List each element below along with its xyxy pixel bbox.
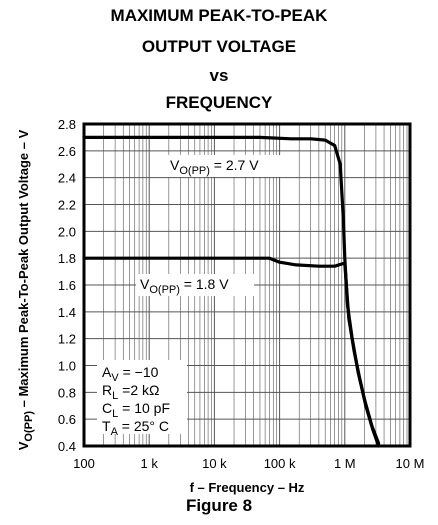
x-tick-label: 1 M [334,456,356,471]
condition-1: AV = −10 [102,364,159,384]
series-layer [82,135,381,448]
series-label-1-bg [166,155,284,177]
condition-2: RL =2 kΩ [102,382,159,402]
y-tick-label: 2.8 [58,117,76,132]
y-tick-label: 2.2 [58,198,76,213]
x-tick-label: 100 k [264,456,296,471]
chart-title-line-4: FREQUENCY [165,93,273,112]
y-tick-label: 2.6 [58,144,76,159]
y-tick-label: 1.0 [58,359,76,374]
series-label-1: VO(PP) = 2.7 V [170,157,259,177]
series-line-2 [82,256,381,448]
y-tick-label: 1.6 [58,278,76,293]
plot-frame [82,122,412,448]
y-tick-label: 0.4 [58,439,76,454]
grid-layer [84,123,410,447]
series-label-2-bg [136,274,254,296]
y-tick-label: 2.0 [58,224,76,239]
chart-title-line-3: vs [209,66,229,85]
conditions-bg [97,360,187,434]
condition-3: CL = 10 pF [102,400,170,420]
y-tick-label: 2.4 [58,171,76,186]
series-label-2: VO(PP) = 1.8 V [140,276,229,296]
condition-4: TA = 25° C [102,418,169,438]
tick-layer: 2.8 2.6 2.4 2.2 2.0 1.8 1.6 1.4 1.2 1.0 0.8 0.6 0.4 1… [58,117,425,471]
y-tick-label: 1.8 [58,251,76,266]
chart-title-line-1: MAXIMUM PEAK-TO-PEAK [110,6,328,25]
y-tick-label: 1.4 [58,305,76,320]
x-tick-label: 10 M [396,456,425,471]
y-axis-label: VO(PP) – Maximum Peak-To-Peak Output Vol… [16,129,35,450]
y-tick-label: 1.2 [58,332,76,347]
y-tick-label: 0.6 [58,412,76,427]
figure-caption: Figure 8 [185,496,253,515]
x-tick-label: 10 k [202,456,227,471]
x-tick-label: 100 [73,456,95,471]
chart-title-line-2: OUTPUT VOLTAGE [141,37,297,56]
y-tick-label: 0.8 [58,385,76,400]
x-tick-label: 1 k [141,456,159,471]
x-axis-label: f – Frequency – Hz [190,480,305,495]
